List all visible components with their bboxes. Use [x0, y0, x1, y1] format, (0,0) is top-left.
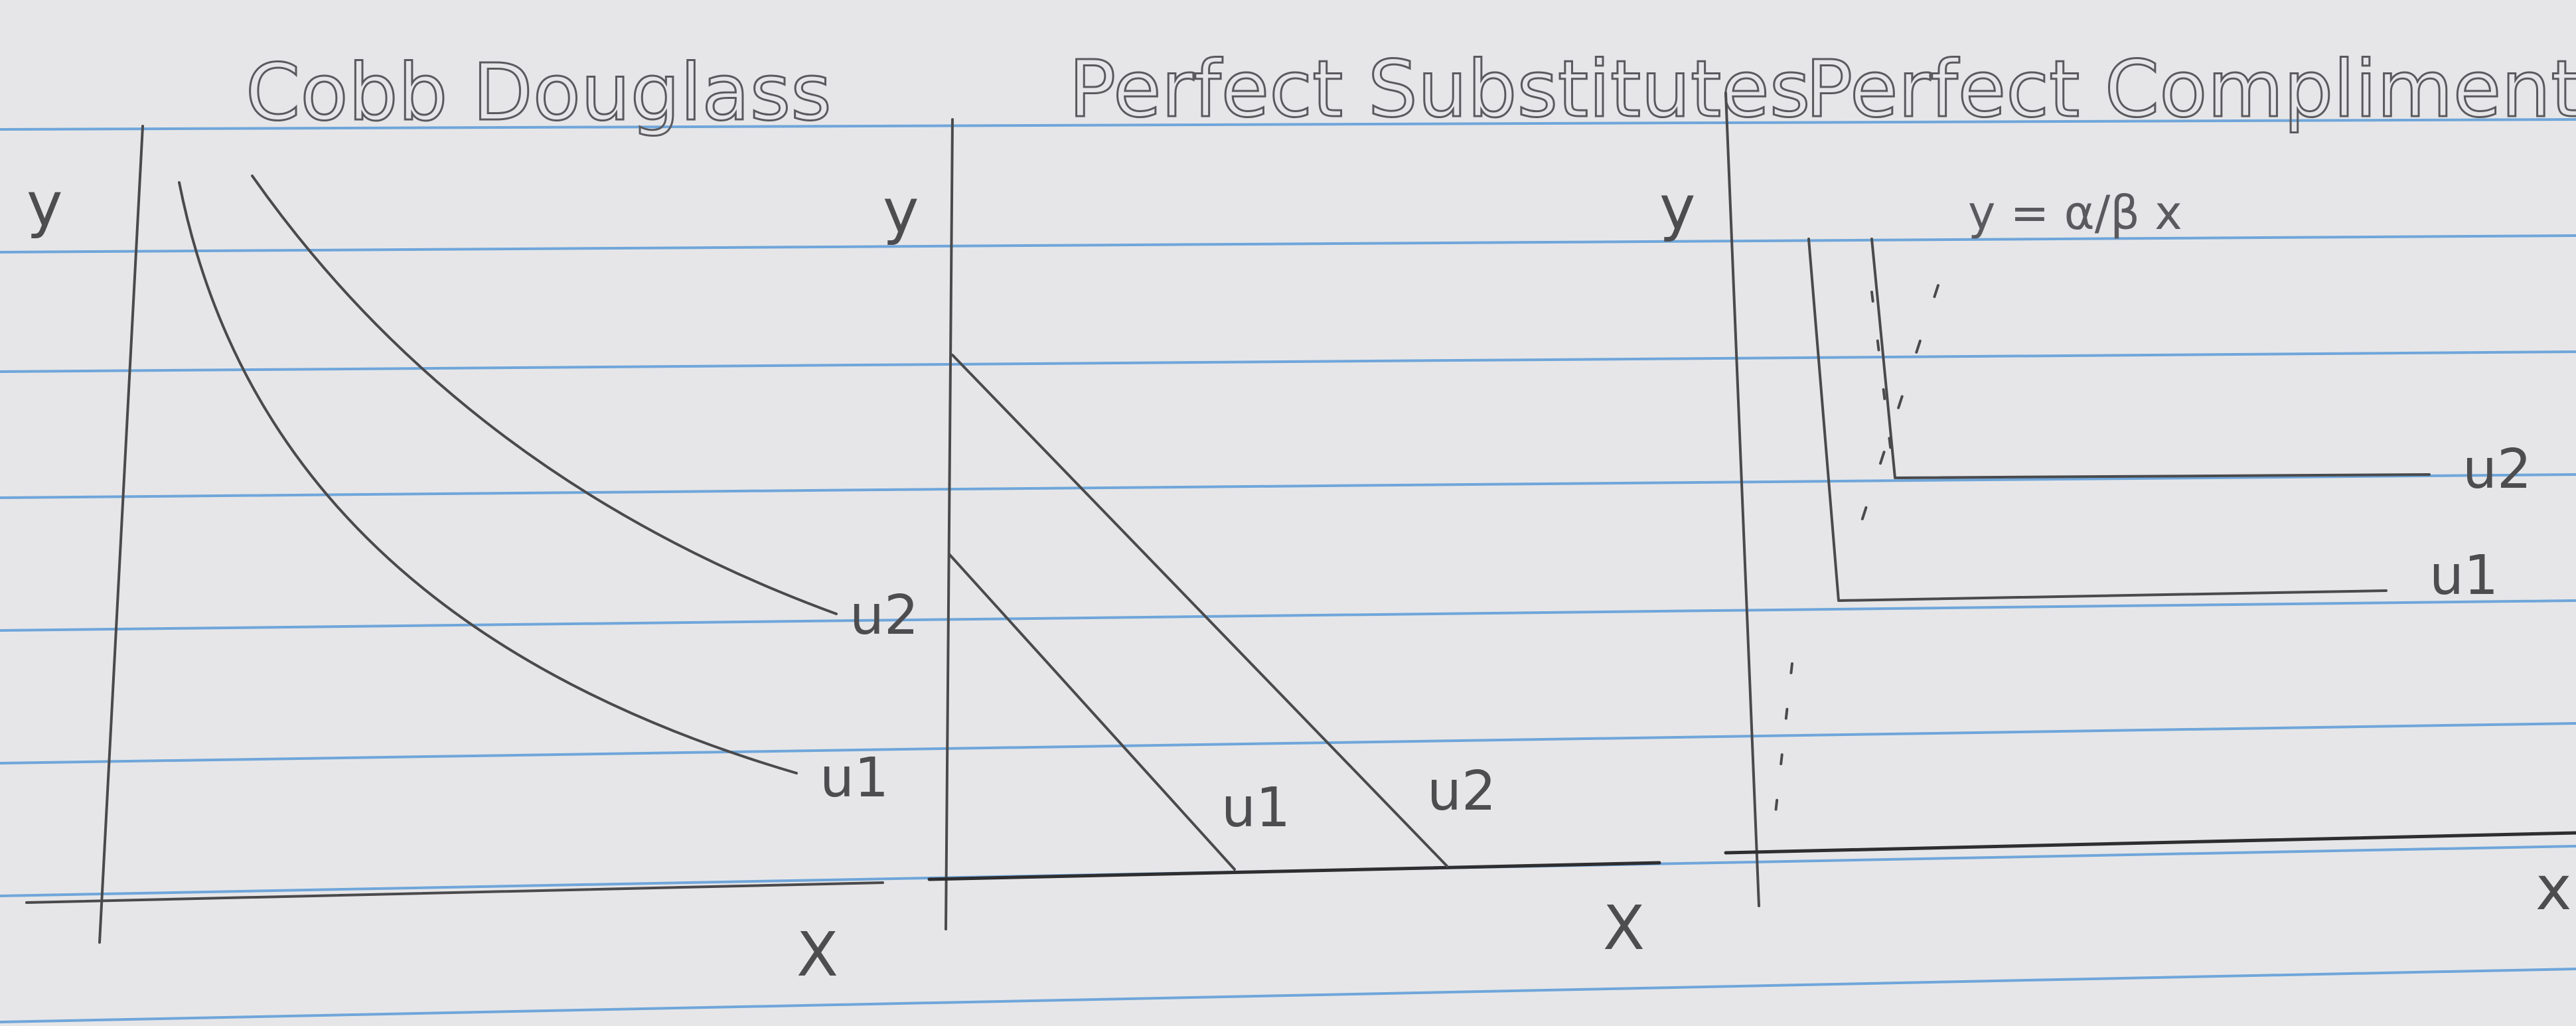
expansion-path-segment	[1870, 291, 1893, 459]
panel-title: Perfect Substitutes	[1069, 43, 1810, 135]
curve-label-u1: u1	[1221, 776, 1290, 840]
panel-title: Perfect Compliments	[1805, 43, 2576, 135]
x-axis-label: x	[2536, 853, 2571, 924]
x-axis-label: X	[796, 919, 838, 990]
rule-line	[0, 473, 2576, 499]
y-axis	[945, 118, 954, 930]
curve-label-u2: u2	[2462, 438, 2532, 501]
curve-label-u2: u2	[1427, 760, 1496, 823]
expansion-path-equation: y = α/β x	[1968, 186, 2182, 240]
expansion-path-segment	[1771, 662, 1793, 844]
x-axis	[25, 881, 884, 904]
indifference-curve-u1	[178, 181, 798, 774]
y-axis-label: y	[1659, 173, 1695, 244]
y-axis	[1724, 92, 1760, 907]
indifference-curve-u2	[1870, 238, 2431, 479]
rule-line	[0, 968, 2576, 1023]
rule-line	[0, 722, 2576, 765]
panel-perfect-complements: Perfect Compliments y x y = α/β x u2 u1	[1659, 42, 2576, 924]
curve-label-u1: u1	[2429, 544, 2498, 607]
expansion-path-segment	[1857, 284, 1939, 532]
curve-label-u1: u1	[820, 747, 889, 810]
panel-perfect-substitutes: Perfect Substitutes y X u1 u2	[883, 42, 1811, 964]
rule-line	[0, 234, 2576, 254]
rule-line	[0, 118, 2576, 131]
panel-cobb-douglas: Cobb Douglass y X u2 u1	[25, 46, 919, 990]
y-axis-label: y	[27, 169, 62, 240]
indifference-curve-u2	[251, 175, 838, 615]
indifference-line-u1	[948, 553, 1236, 871]
x-axis-label: X	[1603, 893, 1645, 964]
rule-line	[0, 350, 2576, 373]
y-axis-label: y	[883, 176, 919, 247]
rule-line	[0, 599, 2576, 632]
curve-label-u2: u2	[850, 584, 919, 647]
indifference-curve-u1	[1807, 238, 2387, 602]
y-axis	[98, 125, 144, 944]
x-axis	[1724, 831, 2576, 855]
indifference-line-u2	[951, 354, 1448, 867]
ruled-lines	[0, 118, 2576, 1023]
x-axis	[927, 861, 1661, 881]
panel-title: Cobb Douglass	[246, 46, 832, 138]
